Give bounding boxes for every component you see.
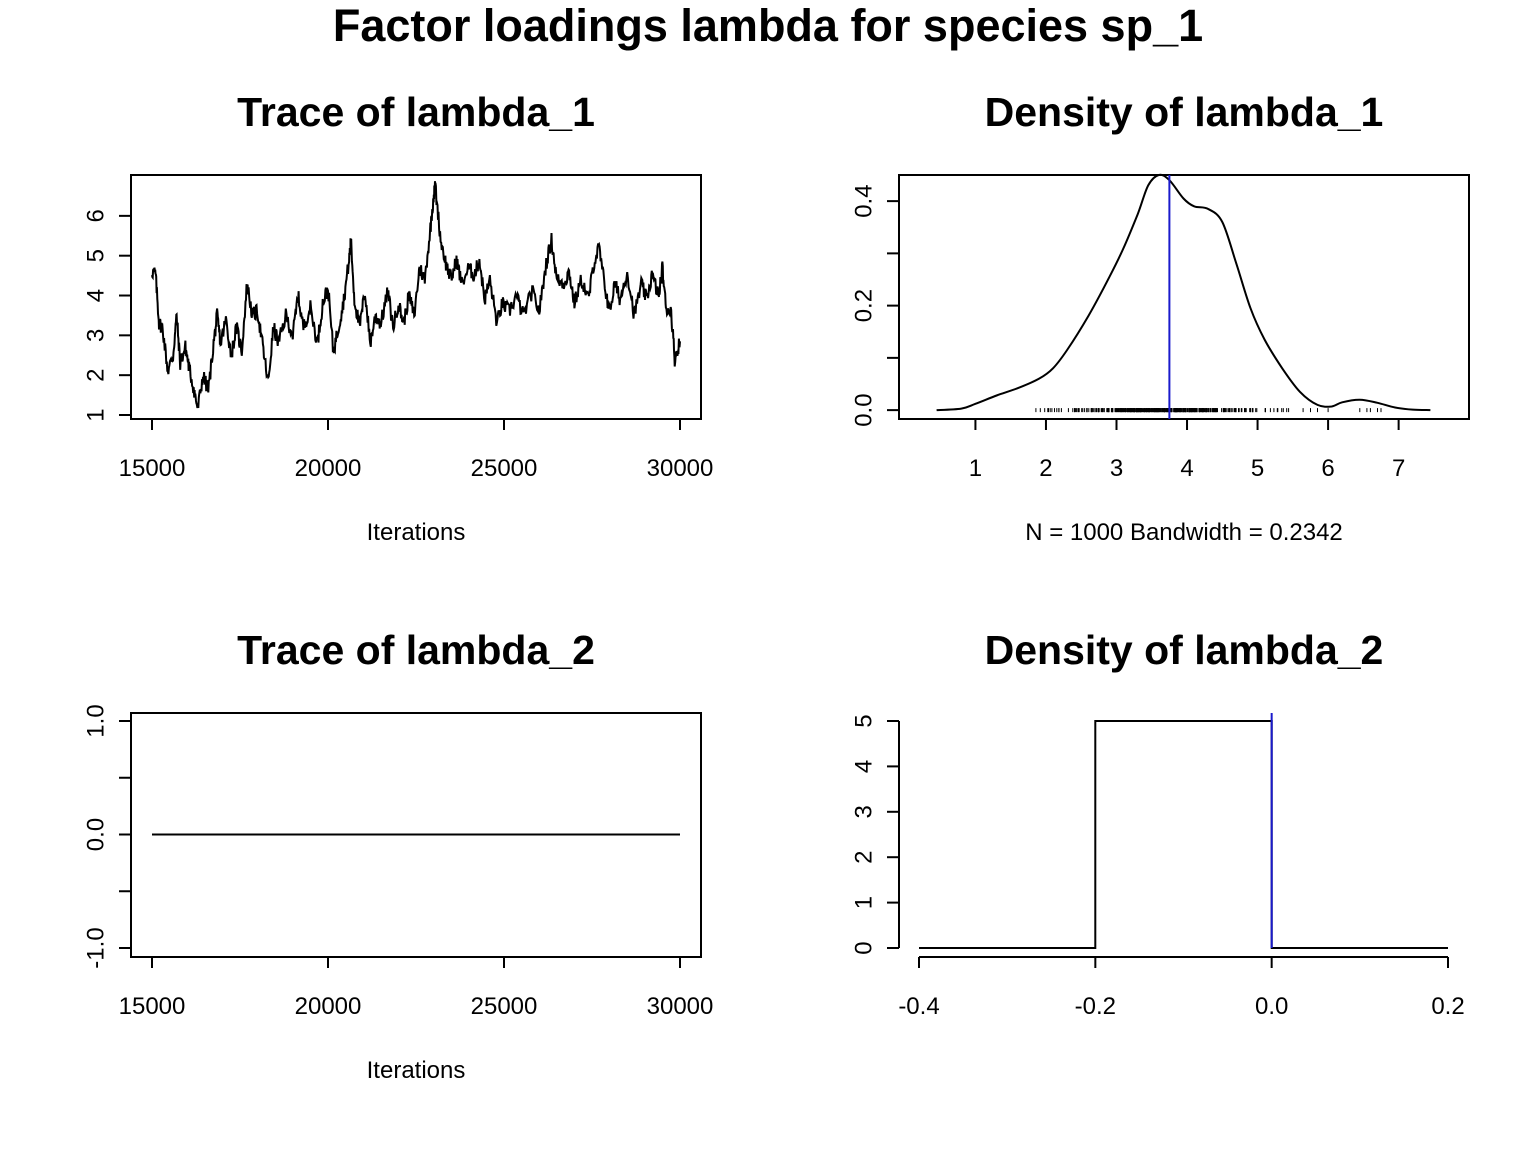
y-tick-label: 0.0	[850, 393, 877, 426]
x-tick-label: 30000	[647, 993, 714, 1020]
x-tick-label: 20000	[295, 455, 362, 482]
x-tick-label: 2	[1039, 455, 1052, 482]
x-tick-label: 20000	[295, 993, 362, 1020]
x-tick-label: 25000	[471, 455, 538, 482]
x-axis-label: Iterations	[367, 519, 466, 546]
x-axis-label: N = 1000 Bandwidth = 0.2342	[1025, 519, 1343, 546]
y-tick-label: 0	[850, 941, 877, 954]
x-tick-label: 15000	[119, 993, 186, 1020]
y-tick-label: 5	[850, 714, 877, 727]
x-tick-label: 6	[1321, 455, 1334, 482]
y-tick-label: 0.2	[850, 289, 877, 322]
y-tick-label: 1	[850, 896, 877, 909]
x-tick-label: -0.4	[898, 993, 939, 1020]
x-tick-label: 5	[1251, 455, 1264, 482]
y-tick-label: 0.4	[850, 184, 877, 217]
y-tick-label: 0.0	[82, 818, 109, 851]
panels: Trace of lambda_1 15000 20000 25000 30000 1 2 3…	[82, 89, 1470, 1084]
y-tick-label: 3	[82, 329, 109, 342]
x-tick-label: 30000	[647, 455, 714, 482]
panel-4: Density of lambda_2 -0.4 -0.2 0.0 0.2 0 1 2 3 4 5	[850, 627, 1464, 1020]
x-axis-label: Iterations	[367, 1057, 466, 1084]
panel-3: Trace of lambda_2 15000 20000 25000 30000 -1.…	[82, 627, 713, 1084]
x-tick-label: 0.0	[1255, 993, 1288, 1020]
y-tick-label: 4	[850, 760, 877, 773]
x-tick-label: 1	[969, 455, 982, 482]
y-tick-label: 2	[82, 368, 109, 381]
panel-title: Trace of lambda_1	[237, 89, 595, 135]
y-tick-label: 4	[82, 289, 109, 302]
x-tick-label: 15000	[119, 455, 186, 482]
panel-1: Trace of lambda_1 15000 20000 25000 30000 1 2 3…	[82, 89, 713, 546]
trace-line	[151, 181, 681, 409]
y-tick-label: 2	[850, 851, 877, 864]
x-tick-label: 25000	[471, 993, 538, 1020]
figure-title: Factor loadings lambda for species sp_1	[333, 0, 1203, 51]
y-tick-label: 3	[850, 805, 877, 818]
rug	[1035, 408, 1382, 413]
panel-2: Density of lambda_1 1 2 3 4 5 6 7 0.0 0.2 0.4 N = 1…	[850, 89, 1470, 546]
y-tick-label: 1	[82, 408, 109, 421]
y-tick-label: 1.0	[82, 704, 109, 737]
panel-title: Density of lambda_2	[985, 627, 1384, 673]
y-tick-label: -1.0	[82, 927, 109, 968]
density-line	[919, 720, 1448, 949]
density-line	[936, 173, 1431, 412]
y-tick-label: 5	[82, 249, 109, 262]
x-tick-label: 3	[1110, 455, 1123, 482]
panel-title: Density of lambda_1	[985, 89, 1384, 135]
x-tick-label: 4	[1180, 455, 1193, 482]
x-tick-label: 0.2	[1431, 993, 1464, 1020]
x-tick-label: 7	[1392, 455, 1405, 482]
panel-title: Trace of lambda_2	[237, 627, 595, 673]
y-tick-label: 6	[82, 209, 109, 222]
x-tick-label: -0.2	[1075, 993, 1116, 1020]
